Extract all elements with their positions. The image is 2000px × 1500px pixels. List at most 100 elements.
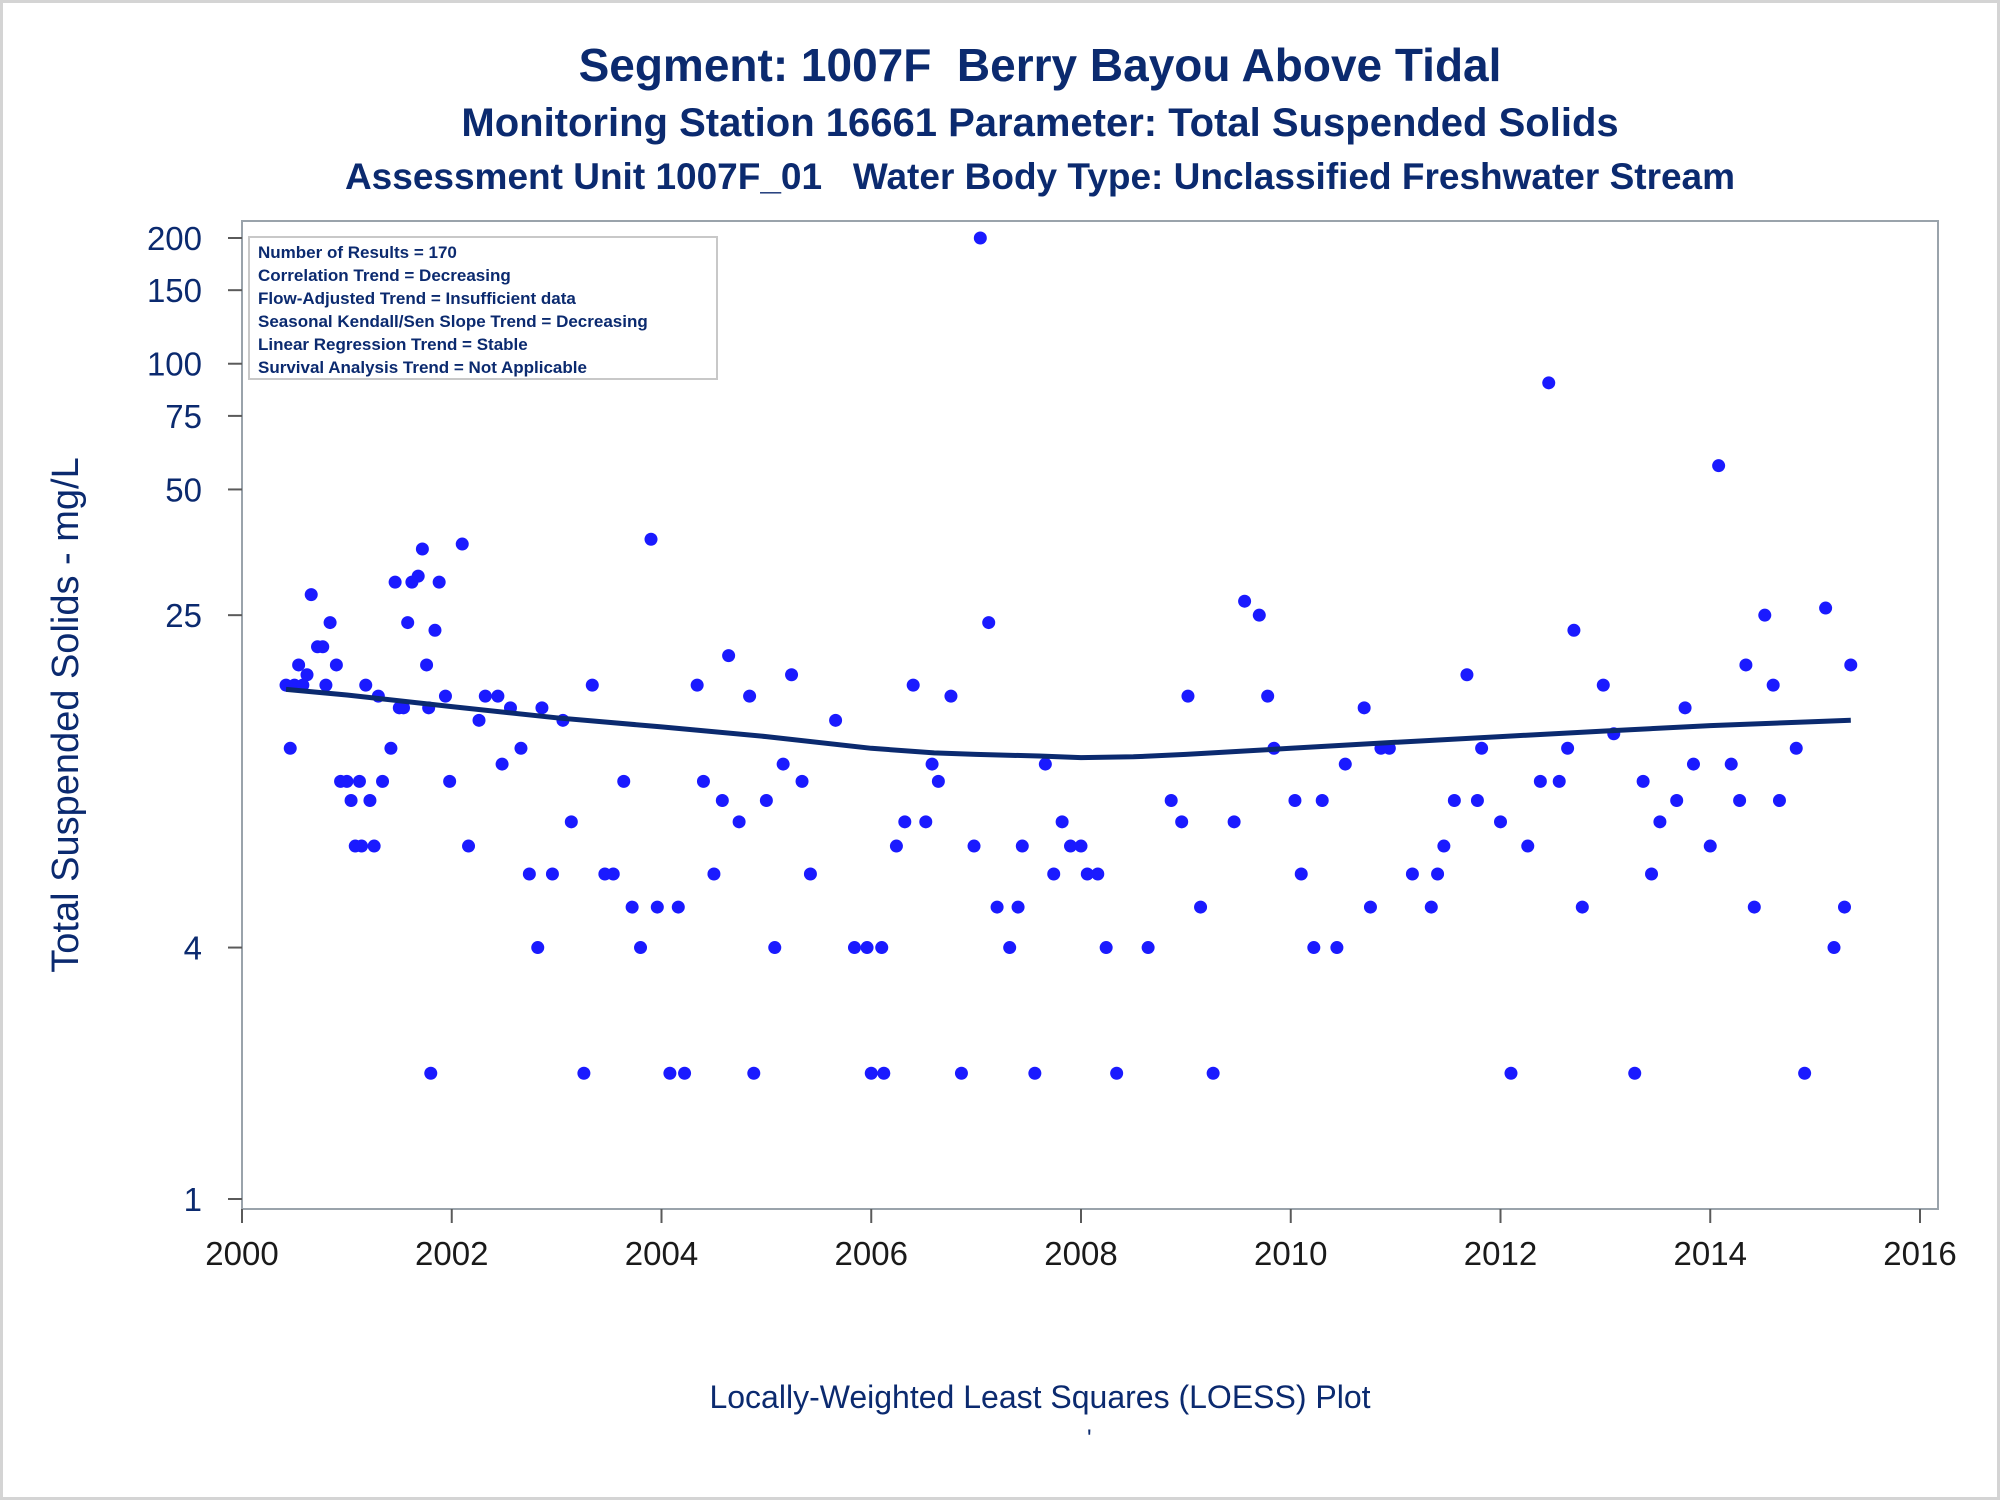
x-tick-label: 2010 xyxy=(1254,1235,1327,1272)
x-tick-label: 2014 xyxy=(1674,1235,1747,1272)
data-point xyxy=(316,640,330,654)
data-point xyxy=(495,757,509,771)
data-point xyxy=(522,867,536,881)
data-point xyxy=(944,689,958,703)
data-point xyxy=(990,900,1004,914)
data-point xyxy=(1294,867,1308,881)
data-point xyxy=(329,658,343,672)
data-point xyxy=(732,815,746,829)
data-point xyxy=(1047,867,1061,881)
data-point xyxy=(663,1066,677,1080)
data-point xyxy=(1733,793,1747,807)
stats-line: Correlation Trend = Decreasing xyxy=(258,266,511,285)
data-point xyxy=(803,867,817,881)
data-point xyxy=(1437,839,1451,853)
x-tick-label: 2002 xyxy=(415,1235,488,1272)
y-tick-label: 75 xyxy=(165,398,202,435)
data-point xyxy=(478,689,492,703)
data-point xyxy=(690,678,704,692)
data-point xyxy=(384,741,398,755)
data-point xyxy=(1552,774,1566,788)
data-point xyxy=(363,793,377,807)
data-point xyxy=(1504,1066,1518,1080)
chart-subtitle-2: Assessment Unit 1007F_01 Water Body Type… xyxy=(344,156,1736,197)
y-tick-label: 4 xyxy=(184,930,202,967)
data-point xyxy=(1080,867,1094,881)
data-point xyxy=(1827,941,1841,955)
data-point xyxy=(1330,941,1344,955)
data-point xyxy=(759,793,773,807)
data-point xyxy=(678,1066,692,1080)
data-point xyxy=(1686,757,1700,771)
footnote-mark: ' xyxy=(1087,1425,1092,1452)
data-point xyxy=(671,900,685,914)
data-point xyxy=(359,678,373,692)
data-point xyxy=(1181,689,1195,703)
data-point xyxy=(1074,839,1088,853)
data-point xyxy=(1288,793,1302,807)
data-point xyxy=(1110,1066,1124,1080)
data-point xyxy=(1678,701,1692,715)
data-point xyxy=(795,774,809,788)
data-point xyxy=(634,941,648,955)
data-point xyxy=(875,941,889,955)
data-point xyxy=(1561,741,1575,755)
data-point xyxy=(1494,815,1507,829)
data-point xyxy=(982,616,996,630)
data-point xyxy=(319,678,333,692)
stats-line: Flow-Adjusted Trend = Insufficient data xyxy=(258,289,576,308)
data-point xyxy=(304,588,318,602)
x-axis-label: Locally-Weighted Least Squares (LOESS) P… xyxy=(709,1379,1371,1415)
data-point xyxy=(1636,774,1650,788)
data-point xyxy=(1357,701,1371,715)
y-tick-label: 100 xyxy=(147,346,202,383)
data-point xyxy=(1238,594,1252,608)
data-point xyxy=(1470,793,1484,807)
x-tick-label: 2004 xyxy=(625,1235,698,1272)
y-axis-label: Total Suspended Solids - mg/L xyxy=(45,457,87,972)
y-tick-label: 25 xyxy=(165,597,202,634)
data-point xyxy=(606,867,620,881)
data-point xyxy=(535,701,549,715)
data-point xyxy=(1055,815,1069,829)
data-point xyxy=(877,1066,891,1080)
data-point xyxy=(1363,900,1377,914)
data-point xyxy=(428,623,442,637)
data-point xyxy=(1338,757,1352,771)
data-point xyxy=(1521,839,1535,853)
data-point xyxy=(707,867,721,881)
data-point xyxy=(1670,793,1684,807)
data-point xyxy=(564,815,578,829)
data-point xyxy=(847,941,861,955)
stats-line: Number of Results = 170 xyxy=(258,243,457,262)
data-point xyxy=(1724,757,1738,771)
data-point xyxy=(625,900,639,914)
data-point xyxy=(1575,900,1589,914)
plot-area xyxy=(241,220,1939,1210)
data-point xyxy=(1447,793,1461,807)
data-point xyxy=(1261,689,1275,703)
data-point xyxy=(906,678,920,692)
x-tick-label: 2006 xyxy=(835,1235,908,1272)
data-point xyxy=(514,741,528,755)
data-point xyxy=(424,1066,438,1080)
data-point xyxy=(931,774,945,788)
data-point xyxy=(925,757,939,771)
data-point xyxy=(1460,668,1474,682)
data-point xyxy=(420,658,434,672)
data-point xyxy=(438,689,452,703)
data-point xyxy=(973,231,987,245)
chart-title: Segment: 1007F Berry Bayou Above Tidal xyxy=(578,39,1502,91)
data-point xyxy=(491,689,505,703)
x-tick-label: 2008 xyxy=(1044,1235,1117,1272)
data-point xyxy=(696,774,710,788)
data-point xyxy=(1596,678,1610,692)
data-point xyxy=(411,569,425,583)
x-tick-label: 2016 xyxy=(1883,1235,1956,1272)
data-point xyxy=(388,575,402,589)
data-point xyxy=(1772,793,1786,807)
data-point xyxy=(1038,757,1052,771)
data-point xyxy=(443,774,457,788)
data-point xyxy=(768,941,782,955)
